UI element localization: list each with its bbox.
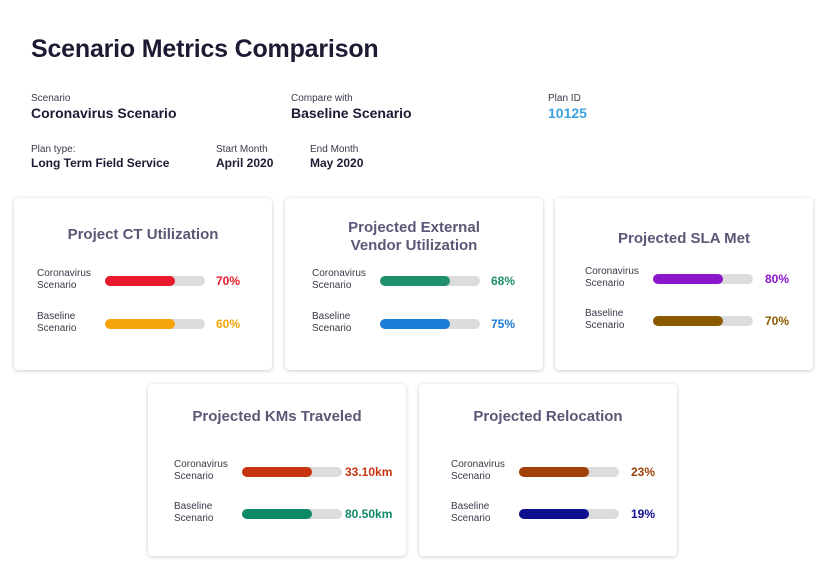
- metric-row-baseline: Baseline Scenario 75%: [312, 311, 542, 339]
- progress-track: [380, 319, 480, 329]
- row-value: 70%: [216, 274, 241, 288]
- progress-fill: [105, 276, 175, 286]
- row-label: Baseline Scenario: [174, 501, 214, 524]
- progress-track: [653, 316, 753, 326]
- metric-card-sla-met: Projected SLA Met Coronavirus Scenario 8…: [555, 198, 813, 370]
- progress-track: [380, 276, 480, 286]
- progress-fill: [380, 319, 450, 329]
- progress-fill: [519, 509, 589, 519]
- row-value: 80.50km: [345, 507, 393, 521]
- metric-card-external-vendor-utilization: Projected External Vendor Utilization Co…: [285, 198, 543, 370]
- progress-fill: [105, 319, 175, 329]
- row-value: 23%: [631, 465, 656, 479]
- scenario-info: Scenario Coronavirus Scenario: [31, 93, 177, 122]
- metric-row-coronavirus: Coronavirus Scenario 23%: [451, 459, 671, 487]
- progress-track: [105, 319, 205, 329]
- row-label: Coronavirus Scenario: [174, 459, 228, 482]
- scenario-label: Scenario: [31, 93, 71, 104]
- plan-id-label: Plan ID: [548, 93, 581, 104]
- metric-row-coronavirus: Coronavirus Scenario 80%: [585, 266, 810, 294]
- compare-info: Compare with Baseline Scenario: [291, 93, 412, 122]
- row-label: Baseline Scenario: [37, 311, 77, 334]
- metric-card-ct-utilization: Project CT Utilization Coronavirus Scena…: [14, 198, 272, 370]
- progress-track: [519, 467, 619, 477]
- progress-fill: [242, 467, 312, 477]
- scenario-value: Coronavirus Scenario: [31, 105, 177, 121]
- plan-id-value: 10125: [548, 105, 587, 121]
- start-month-value: April 2020: [216, 156, 274, 170]
- progress-fill: [242, 509, 312, 519]
- row-label: Coronavirus Scenario: [312, 268, 366, 291]
- plan-id-info: Plan ID 10125: [548, 93, 587, 122]
- plan-type-info: Plan type: Long Term Field Service: [31, 144, 169, 171]
- metric-row-coronavirus: Coronavirus Scenario 33.10km: [174, 459, 406, 487]
- row-value: 80%: [765, 272, 790, 286]
- metric-row-baseline: Baseline Scenario 19%: [451, 501, 671, 529]
- progress-track: [653, 274, 753, 284]
- row-value: 68%: [491, 274, 516, 288]
- progress-track: [519, 509, 619, 519]
- end-month-info: End Month May 2020: [310, 144, 363, 171]
- start-month-label: Start Month: [216, 144, 268, 155]
- progress-fill: [519, 467, 589, 477]
- plan-type-value: Long Term Field Service: [31, 156, 170, 170]
- row-value: 33.10km: [345, 465, 393, 479]
- metric-row-coronavirus: Coronavirus Scenario 68%: [312, 268, 542, 296]
- row-label: Coronavirus Scenario: [37, 268, 91, 291]
- end-month-label: End Month: [310, 144, 359, 155]
- row-label: Baseline Scenario: [451, 501, 491, 524]
- compare-label: Compare with: [291, 93, 353, 104]
- card-title: Projected SLA Met: [618, 230, 750, 247]
- metric-card-relocation: Projected Relocation Coronavirus Scenari…: [419, 384, 677, 556]
- row-label: Baseline Scenario: [312, 311, 352, 334]
- row-label: Baseline Scenario: [585, 308, 625, 331]
- metric-row-coronavirus: Coronavirus Scenario 70%: [37, 268, 267, 296]
- end-month-value: May 2020: [310, 156, 364, 170]
- page-title: Scenario Metrics Comparison: [31, 35, 379, 63]
- compare-value: Baseline Scenario: [291, 105, 412, 121]
- metric-card-kms-traveled: Projected KMs Traveled Coronavirus Scena…: [148, 384, 406, 556]
- card-title: Projected External Vendor Utilization: [348, 219, 480, 254]
- row-value: 60%: [216, 317, 241, 331]
- progress-track: [242, 509, 342, 519]
- progress-fill: [653, 274, 723, 284]
- card-title: Projected KMs Traveled: [192, 408, 362, 425]
- row-value: 70%: [765, 314, 790, 328]
- row-value: 75%: [491, 317, 516, 331]
- row-label: Coronavirus Scenario: [585, 266, 639, 289]
- metric-row-baseline: Baseline Scenario 80.50km: [174, 501, 406, 529]
- metric-row-baseline: Baseline Scenario 70%: [585, 308, 810, 336]
- plan-type-label: Plan type:: [31, 144, 76, 155]
- metric-row-baseline: Baseline Scenario 60%: [37, 311, 267, 339]
- card-title: Project CT Utilization: [67, 226, 219, 243]
- row-label: Coronavirus Scenario: [451, 459, 505, 482]
- start-month-info: Start Month April 2020: [216, 144, 273, 171]
- progress-track: [242, 467, 342, 477]
- progress-track: [105, 276, 205, 286]
- card-title: Projected Relocation: [473, 408, 623, 425]
- row-value: 19%: [631, 507, 656, 521]
- progress-fill: [653, 316, 723, 326]
- progress-fill: [380, 276, 450, 286]
